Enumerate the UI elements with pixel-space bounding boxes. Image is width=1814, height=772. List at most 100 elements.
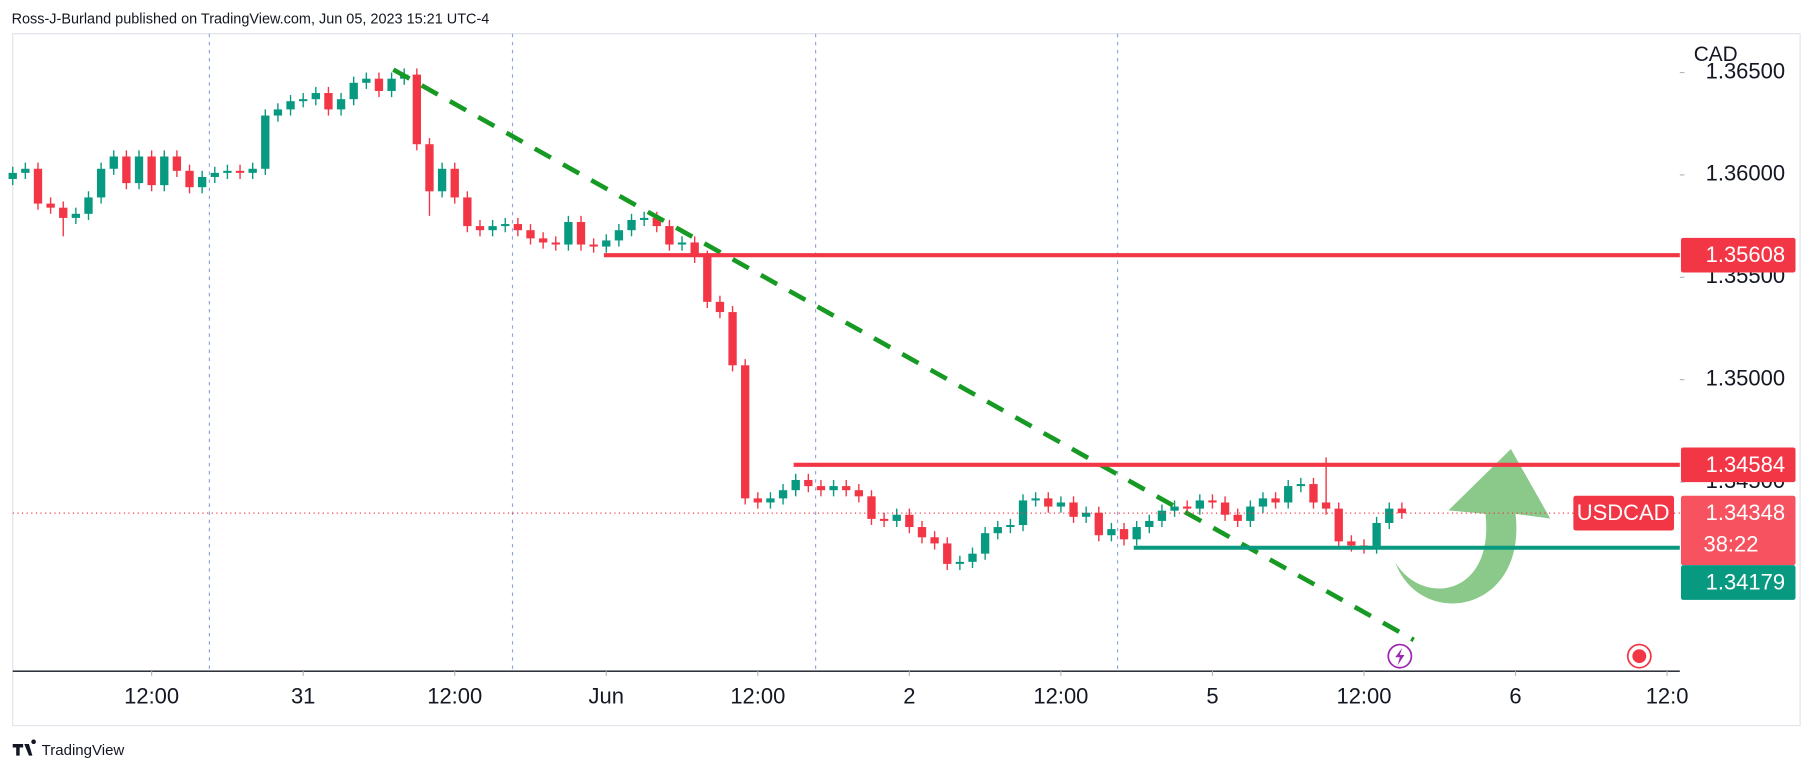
candle-body (1183, 506, 1192, 509)
level-tag (1680, 447, 1796, 483)
candle-body (715, 301, 725, 313)
candle-body (147, 156, 156, 186)
candle-body (1018, 500, 1028, 525)
candle-body (1385, 508, 1394, 523)
candle-body (273, 109, 283, 116)
candle-body (8, 172, 17, 180)
currency-label: CAD (1694, 43, 1738, 66)
last-price-label: 1.34348 (1706, 500, 1785, 525)
candle-body (84, 197, 93, 214)
x-tick-label: 12:00 (1033, 684, 1088, 709)
candle-body (185, 170, 194, 188)
x-tick-label: 12:00 (1336, 684, 1391, 709)
candle-body (122, 156, 131, 184)
candle-body (1081, 512, 1091, 517)
candle-body (778, 490, 788, 499)
candles (8, 68, 1407, 571)
candle-body (1258, 498, 1268, 507)
candle-body (1195, 500, 1204, 509)
candle-body (741, 365, 750, 499)
x-tick-label: Jun (589, 684, 624, 709)
candle-body (1107, 529, 1116, 536)
candle-body (892, 514, 901, 521)
candle-body (362, 78, 371, 83)
candle-body (223, 170, 232, 173)
candle-body (1372, 522, 1381, 548)
candle-body (1031, 498, 1040, 501)
candle-body (791, 479, 800, 491)
up-arrow (1395, 449, 1551, 604)
brand-name: TradingView (42, 742, 125, 759)
candle-body (1006, 524, 1015, 528)
candle-body (955, 561, 965, 564)
levels: USDCAD 1.34348 38:22 1.35608 1.34584 1.34179 (12, 237, 1796, 600)
candle-body (1119, 529, 1129, 540)
candle-body (1233, 514, 1242, 521)
candle-body (639, 217, 649, 220)
candle-body (652, 217, 661, 227)
x-tick-label: 12:00 (730, 684, 785, 709)
x-axis: 12:00 31 12:00 Jun 12:00 2 12:00 5 12:00 6 12:0 (124, 671, 1689, 709)
level-label: 1.34584 (1706, 452, 1785, 477)
candle-body (1309, 484, 1318, 503)
level-tag (1680, 237, 1796, 273)
candle-body (589, 244, 598, 247)
candle-body (96, 168, 106, 198)
candle-body (210, 172, 219, 177)
y-tick-label: 1.36500 (1706, 58, 1785, 83)
x-tick-label: 12:0 (1646, 684, 1689, 709)
candle-body (753, 498, 762, 503)
level-label: 1.34179 (1706, 570, 1785, 595)
candle-body (21, 168, 30, 173)
candle-body (943, 543, 952, 564)
event-icons (1387, 643, 1652, 669)
x-tick-label: 12:00 (427, 684, 482, 709)
candle-body (336, 99, 346, 110)
x-tick-label: 6 (1509, 684, 1521, 709)
candle-body (1296, 484, 1306, 487)
candle-body (33, 168, 43, 204)
y-tick-label: 1.35000 (1706, 365, 1785, 390)
trend-line (392, 67, 1415, 642)
event-icon-glyph (1395, 648, 1405, 666)
level-label: 1.35608 (1706, 242, 1785, 267)
candle-body (46, 203, 55, 208)
symbol-tag (1573, 495, 1675, 531)
candle-body (261, 115, 270, 169)
candle-body (475, 226, 485, 231)
event-icon-glyph (1632, 649, 1647, 664)
candle-body (968, 553, 977, 562)
publisher-line: Ross-J-Burland published on TradingView.… (12, 12, 490, 28)
candle-body (450, 168, 459, 198)
candle-body (197, 176, 207, 188)
candle-body (1246, 506, 1255, 521)
candle-body (564, 222, 573, 245)
candle-body (248, 168, 257, 173)
candle-body (1334, 508, 1343, 542)
candle-body (1321, 502, 1331, 509)
candle-body (437, 168, 447, 192)
candle-body (728, 312, 737, 366)
candle-body (842, 486, 851, 491)
candle-body (538, 238, 548, 243)
candle-body (299, 99, 308, 102)
candle-body (551, 242, 560, 245)
candle-body (627, 219, 636, 231)
candle-body (286, 101, 295, 110)
candle-body (576, 222, 586, 245)
candle-body (905, 514, 914, 528)
level-tag (1680, 565, 1796, 600)
candle-body (235, 170, 245, 173)
candle-body (59, 207, 68, 218)
candle-body (614, 230, 624, 241)
candle-body (930, 537, 939, 544)
candle-body (1132, 527, 1141, 540)
candle-body (311, 93, 320, 100)
candle-body (1397, 508, 1407, 514)
candle-body (1208, 500, 1217, 503)
symbol-label: USDCAD (1577, 500, 1670, 525)
candle-body (980, 533, 990, 554)
candle-body (1347, 541, 1356, 546)
candle-body (879, 518, 889, 521)
